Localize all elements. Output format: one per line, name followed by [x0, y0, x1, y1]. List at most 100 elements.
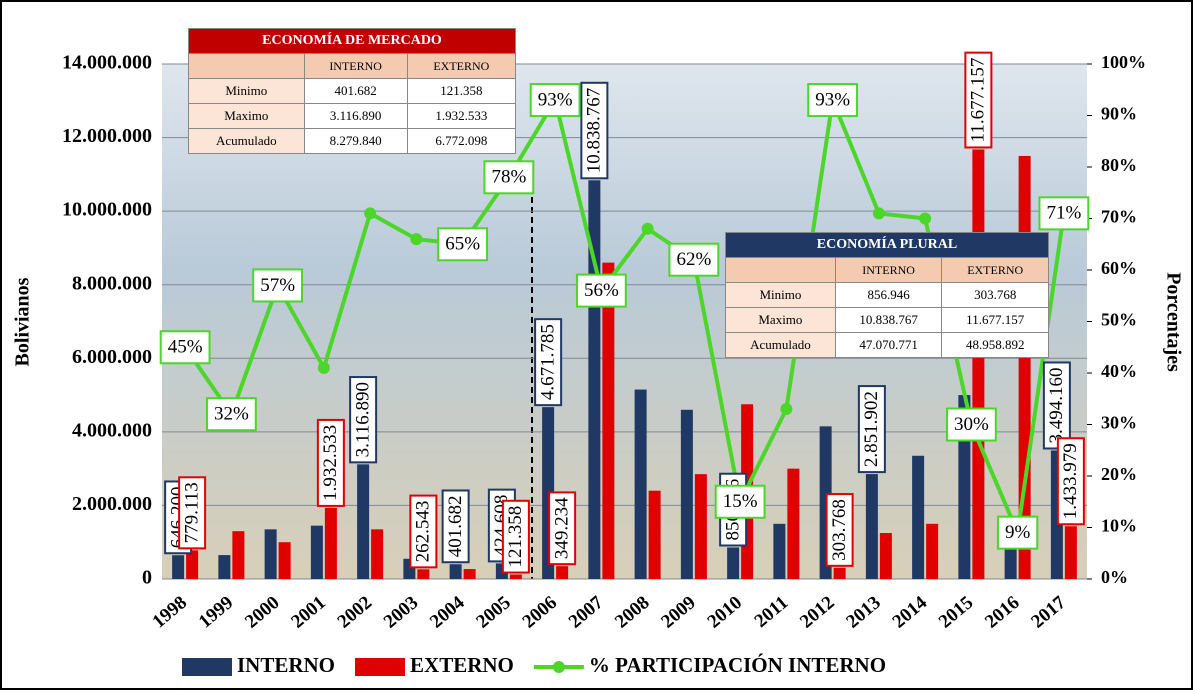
x-tick-label: 2005 [472, 592, 515, 633]
x-tick-label: 2010 [704, 592, 747, 633]
y2-tick-label: 50% [1101, 310, 1137, 330]
table-cell [726, 258, 836, 283]
value-label-text: 93% [815, 89, 850, 110]
bar [635, 390, 647, 579]
value-label-text: 65% [445, 234, 480, 255]
value-label-text: 11.677.157 [968, 58, 989, 143]
value-label-text: 3.494.160 [1046, 367, 1067, 443]
x-tick-label: 2002 [334, 592, 377, 633]
y2-tick-label: 90% [1101, 104, 1137, 124]
table-row: ECONOMÍA DE MERCADO [189, 29, 516, 54]
bar [649, 491, 661, 579]
value-label-text: 56% [584, 280, 619, 301]
y2-tick-label: 70% [1101, 207, 1137, 227]
bar [279, 542, 291, 579]
value-label: 30% [947, 409, 996, 441]
x-tick-label: 2004 [426, 592, 469, 633]
x-tick-label: 2008 [611, 592, 654, 633]
value-label: 71% [1039, 197, 1088, 229]
bar [450, 564, 462, 579]
value-label-text: 78% [491, 167, 526, 188]
table-cell [189, 54, 305, 79]
x-tick-label: 2016 [981, 592, 1024, 633]
value-label: 45% [161, 331, 210, 363]
table-row: Maximo3.116.8901.932.533 [189, 104, 516, 129]
table-row: INTERNOEXTERNO [726, 258, 1049, 283]
line-point [873, 207, 885, 219]
bar [265, 529, 277, 579]
value-label: 121.358 [503, 501, 529, 573]
value-label-text: 303.768 [829, 499, 850, 561]
bar [357, 464, 369, 579]
table-cell: Maximo [726, 308, 836, 333]
table-cell: ECONOMÍA PLURAL [726, 233, 1049, 258]
x-tick-label: 2001 [287, 592, 330, 633]
x-tick-label: 2014 [889, 592, 932, 633]
table-cell: Minimo [726, 283, 836, 308]
table-row: Acumulado8.279.8406.772.098 [189, 129, 516, 154]
y-tick-label: 2.000.000 [72, 493, 152, 515]
bar [172, 555, 184, 579]
table-cell: ECONOMÍA DE MERCADO [189, 29, 516, 54]
value-label-text: 3.116.890 [352, 382, 373, 457]
value-label-text: 1.433.979 [1060, 443, 1081, 519]
table-cell: 10.838.767 [835, 308, 942, 333]
value-label: 401.682 [443, 490, 469, 562]
bar [371, 529, 383, 579]
value-label: 349.234 [549, 492, 575, 564]
line-point [642, 223, 654, 235]
legend-swatch [182, 658, 232, 676]
x-tick-label: 1999 [195, 592, 238, 633]
table-cell: 401.682 [304, 79, 407, 104]
bar [926, 524, 938, 579]
value-label: 15% [716, 486, 765, 518]
bar [325, 508, 337, 579]
y2-tick-label: 30% [1101, 413, 1137, 433]
x-tick-label: 2000 [241, 592, 284, 633]
value-label-text: 30% [954, 414, 989, 435]
table-cell: 3.116.890 [304, 104, 407, 129]
legend-swatch [553, 661, 565, 673]
x-tick-label: 2015 [935, 592, 978, 633]
value-label-text: 10.838.767 [584, 88, 605, 174]
y-tick-label: 14.000.000 [62, 52, 152, 74]
y2-tick-label: 80% [1101, 155, 1137, 175]
bar [787, 469, 799, 579]
table-row: ECONOMÍA PLURAL [726, 233, 1049, 258]
table-cell: 1.932.533 [407, 104, 515, 129]
value-label-text: 71% [1046, 203, 1081, 224]
y2-axis-title: Porcentajes [1162, 272, 1184, 372]
table-row: INTERNOEXTERNO [189, 54, 516, 79]
y-tick-label: 4.000.000 [72, 419, 152, 441]
bar [727, 547, 739, 579]
value-label-text: 121.358 [505, 506, 526, 568]
value-label-text: 15% [723, 491, 758, 512]
table-cell: 121.358 [407, 79, 515, 104]
x-tick-label: 1998 [149, 592, 192, 633]
legend-label: % PARTICIPACIÓN INTERNO [589, 653, 886, 677]
value-label: 2.851.902 [859, 386, 885, 472]
bar [972, 149, 984, 579]
bar [464, 569, 476, 579]
bar [602, 263, 614, 579]
bar [417, 569, 429, 579]
y2-tick-label: 60% [1101, 258, 1137, 278]
table-cell: 8.279.840 [304, 129, 407, 154]
value-label-text: 62% [676, 249, 711, 270]
bar [912, 456, 924, 579]
value-label-text: 45% [168, 337, 203, 358]
y-axis-title: Bolivianos [12, 277, 34, 366]
value-label: 56% [577, 275, 626, 307]
value-label-text: 4.671.785 [537, 324, 558, 400]
y2-tick-label: 0% [1101, 567, 1128, 587]
table-cell: Maximo [189, 104, 305, 129]
x-tick-label: 2007 [565, 592, 608, 633]
legend-label: EXTERNO [410, 653, 514, 677]
bar [681, 410, 693, 579]
value-label: 10.838.767 [581, 83, 607, 178]
value-label-text: 779.113 [181, 482, 202, 543]
bar [1065, 526, 1077, 579]
table-cell: INTERNO [304, 54, 407, 79]
